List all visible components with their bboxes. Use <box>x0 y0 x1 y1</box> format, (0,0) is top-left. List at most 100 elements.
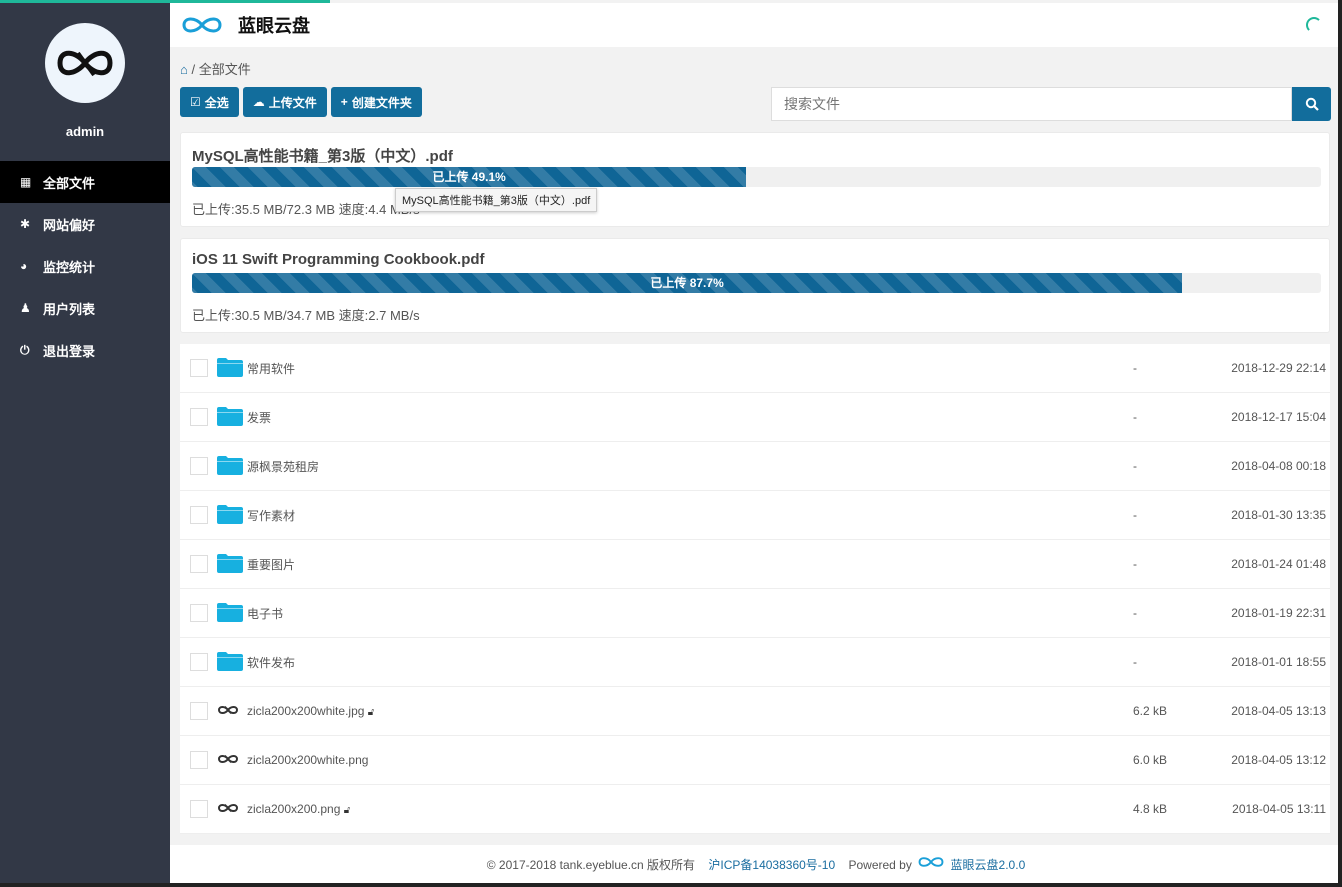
folder-icon <box>217 357 243 380</box>
file-size: - <box>1133 410 1137 424</box>
folder-icon <box>217 406 243 429</box>
file-row[interactable]: 写作素材 - 2018-01-30 13:35 <box>180 491 1330 540</box>
infinity-logo-icon <box>57 50 113 77</box>
dashboard-icon: ◕ <box>20 259 28 273</box>
upload-filename: iOS 11 Swift Programming Cookbook.pdf <box>192 251 485 268</box>
file-row[interactable]: zicla200x200white.png 6.0 kB 2018-04-05 … <box>180 736 1330 785</box>
upload-button[interactable]: ☁ 上传文件 <box>242 87 327 117</box>
avatar[interactable] <box>45 23 125 103</box>
tooltip: MySQL高性能书籍_第3版（中文）.pdf <box>395 188 598 212</box>
upload-label: 上传文件 <box>268 95 317 110</box>
file-row[interactable]: 发票 - 2018-12-17 15:04 <box>180 393 1330 442</box>
file-name[interactable]: zicla200x200white.jpg 🔓︎ <box>247 704 374 718</box>
upload-progress-fill: 已上传 87.7% <box>192 273 1183 293</box>
file-row[interactable]: 源枫景苑租房 - 2018-04-08 00:18 <box>180 442 1330 491</box>
file-name[interactable]: 重要图片 <box>247 556 295 573</box>
user-icon: ♟ <box>20 301 31 315</box>
sidebar: admin ▦ 全部文件 ✱ 网站偏好 ◕ 监控统计 ♟ 用户列表 ⏻ 退出登录 <box>0 0 170 887</box>
sidebar-item-1[interactable]: ✱ 网站偏好 <box>0 203 170 245</box>
file-name-text: zicla200x200white.png <box>247 753 369 767</box>
row-checkbox[interactable] <box>190 751 208 769</box>
folder-icon <box>217 651 243 674</box>
file-name[interactable]: 电子书 <box>247 605 283 622</box>
file-date: 2018-04-05 13:13 <box>1231 704 1326 718</box>
search-box <box>771 87 1331 121</box>
sidebar-item-0[interactable]: ▦ 全部文件 <box>0 161 170 203</box>
powered-by: Powered by <box>848 858 912 872</box>
file-name[interactable]: 软件发布 <box>247 654 295 671</box>
upload-progress-bar: 已上传 49.1% <box>192 167 1321 187</box>
file-name[interactable]: zicla200x200white.png <box>247 753 368 767</box>
file-name-text: zicla200x200.png <box>247 802 341 816</box>
search-icon <box>1305 97 1319 111</box>
sidebar-item-4[interactable]: ⏻ 退出登录 <box>0 329 170 371</box>
search-input[interactable] <box>771 87 1292 121</box>
breadcrumb-current[interactable]: 全部文件 <box>198 62 251 77</box>
file-row[interactable]: 常用软件 - 2018-12-29 22:14 <box>180 344 1330 393</box>
file-size: - <box>1133 655 1137 669</box>
upload-card: iOS 11 Swift Programming Cookbook.pdf 已上… <box>180 238 1330 333</box>
file-name[interactable]: zicla200x200.png 🔓︎ <box>247 802 350 816</box>
file-date: 2018-04-05 13:12 <box>1231 753 1326 767</box>
folder-icon <box>217 602 243 625</box>
product-link[interactable]: 蓝眼云盘2.0.0 <box>950 858 1026 872</box>
power-icon: ⏻ <box>20 342 30 357</box>
file-date: 2018-12-17 15:04 <box>1231 410 1326 424</box>
file-size: - <box>1133 508 1137 522</box>
folder-icon <box>217 553 243 576</box>
file-date: 2018-01-30 13:35 <box>1231 508 1326 522</box>
file-name[interactable]: 写作素材 <box>247 507 295 524</box>
copyright: © 2017-2018 tank.eyeblue.cn 版权所有 <box>486 858 696 872</box>
file-date: 2018-04-08 00:18 <box>1231 459 1326 473</box>
row-checkbox[interactable] <box>190 457 208 475</box>
file-name-text: 源枫景苑租房 <box>247 459 320 474</box>
icp-link[interactable]: 沪ICP备14038360号-10 <box>708 858 836 872</box>
row-checkbox[interactable] <box>190 359 208 377</box>
file-row[interactable]: 电子书 - 2018-01-19 22:31 <box>180 589 1330 638</box>
file-size: - <box>1133 361 1137 375</box>
file-name-text: 写作素材 <box>247 508 296 523</box>
file-date: 2018-01-24 01:48 <box>1231 557 1326 571</box>
file-size: - <box>1133 459 1137 473</box>
row-checkbox[interactable] <box>190 555 208 573</box>
unlock-icon: 🔓︎ <box>367 707 375 718</box>
file-name[interactable]: 源枫景苑租房 <box>247 458 319 475</box>
unlock-icon: 🔓︎ <box>343 805 351 816</box>
file-size: 6.0 kB <box>1133 753 1168 767</box>
create-folder-label: 创建文件夹 <box>351 95 412 110</box>
file-row[interactable]: 软件发布 - 2018-01-01 18:55 <box>180 638 1330 687</box>
file-name-text: 软件发布 <box>247 655 296 670</box>
file-size: 6.2 kB <box>1133 704 1168 718</box>
create-folder-button[interactable]: + 创建文件夹 <box>330 87 422 117</box>
image-file-icon <box>217 802 239 817</box>
row-checkbox[interactable] <box>190 408 208 426</box>
file-row[interactable]: 重要图片 - 2018-01-24 01:48 <box>180 540 1330 589</box>
brand-logo-icon <box>918 857 944 867</box>
brand-logo-icon <box>182 17 222 33</box>
file-name-text: zicla200x200white.jpg <box>247 704 365 718</box>
folder-icon <box>217 504 243 527</box>
search-button[interactable] <box>1292 87 1331 121</box>
row-checkbox[interactable] <box>190 604 208 622</box>
file-row[interactable]: zicla200x200.png 🔓︎ 4.8 kB 2018-04-05 13… <box>180 785 1330 834</box>
select-all-button[interactable]: ☑ 全选 <box>180 87 239 117</box>
sidebar-item-3[interactable]: ♟ 用户列表 <box>0 287 170 329</box>
file-name[interactable]: 发票 <box>247 409 271 426</box>
home-icon[interactable]: ⌂ <box>180 62 188 77</box>
row-checkbox[interactable] <box>190 653 208 671</box>
row-checkbox[interactable] <box>190 800 208 818</box>
row-checkbox[interactable] <box>190 506 208 524</box>
folder-icon <box>217 455 243 478</box>
file-name[interactable]: 常用软件 <box>247 360 295 377</box>
sidebar-item-label: 网站偏好 <box>43 217 96 233</box>
gear-icon: ✱ <box>20 217 31 231</box>
file-row[interactable]: zicla200x200white.jpg 🔓︎ 6.2 kB 2018-04-… <box>180 687 1330 736</box>
upload-stats: 已上传:30.5 MB/34.7 MB 速度:2.7 MB/s <box>192 308 420 323</box>
row-checkbox[interactable] <box>190 702 208 720</box>
spinner-icon <box>1306 17 1322 33</box>
file-size: - <box>1133 606 1137 620</box>
breadcrumb-separator: / <box>191 62 196 77</box>
file-size: - <box>1133 557 1137 571</box>
sidebar-item-2[interactable]: ◕ 监控统计 <box>0 245 170 287</box>
check-square-icon: ☑ <box>190 95 201 109</box>
